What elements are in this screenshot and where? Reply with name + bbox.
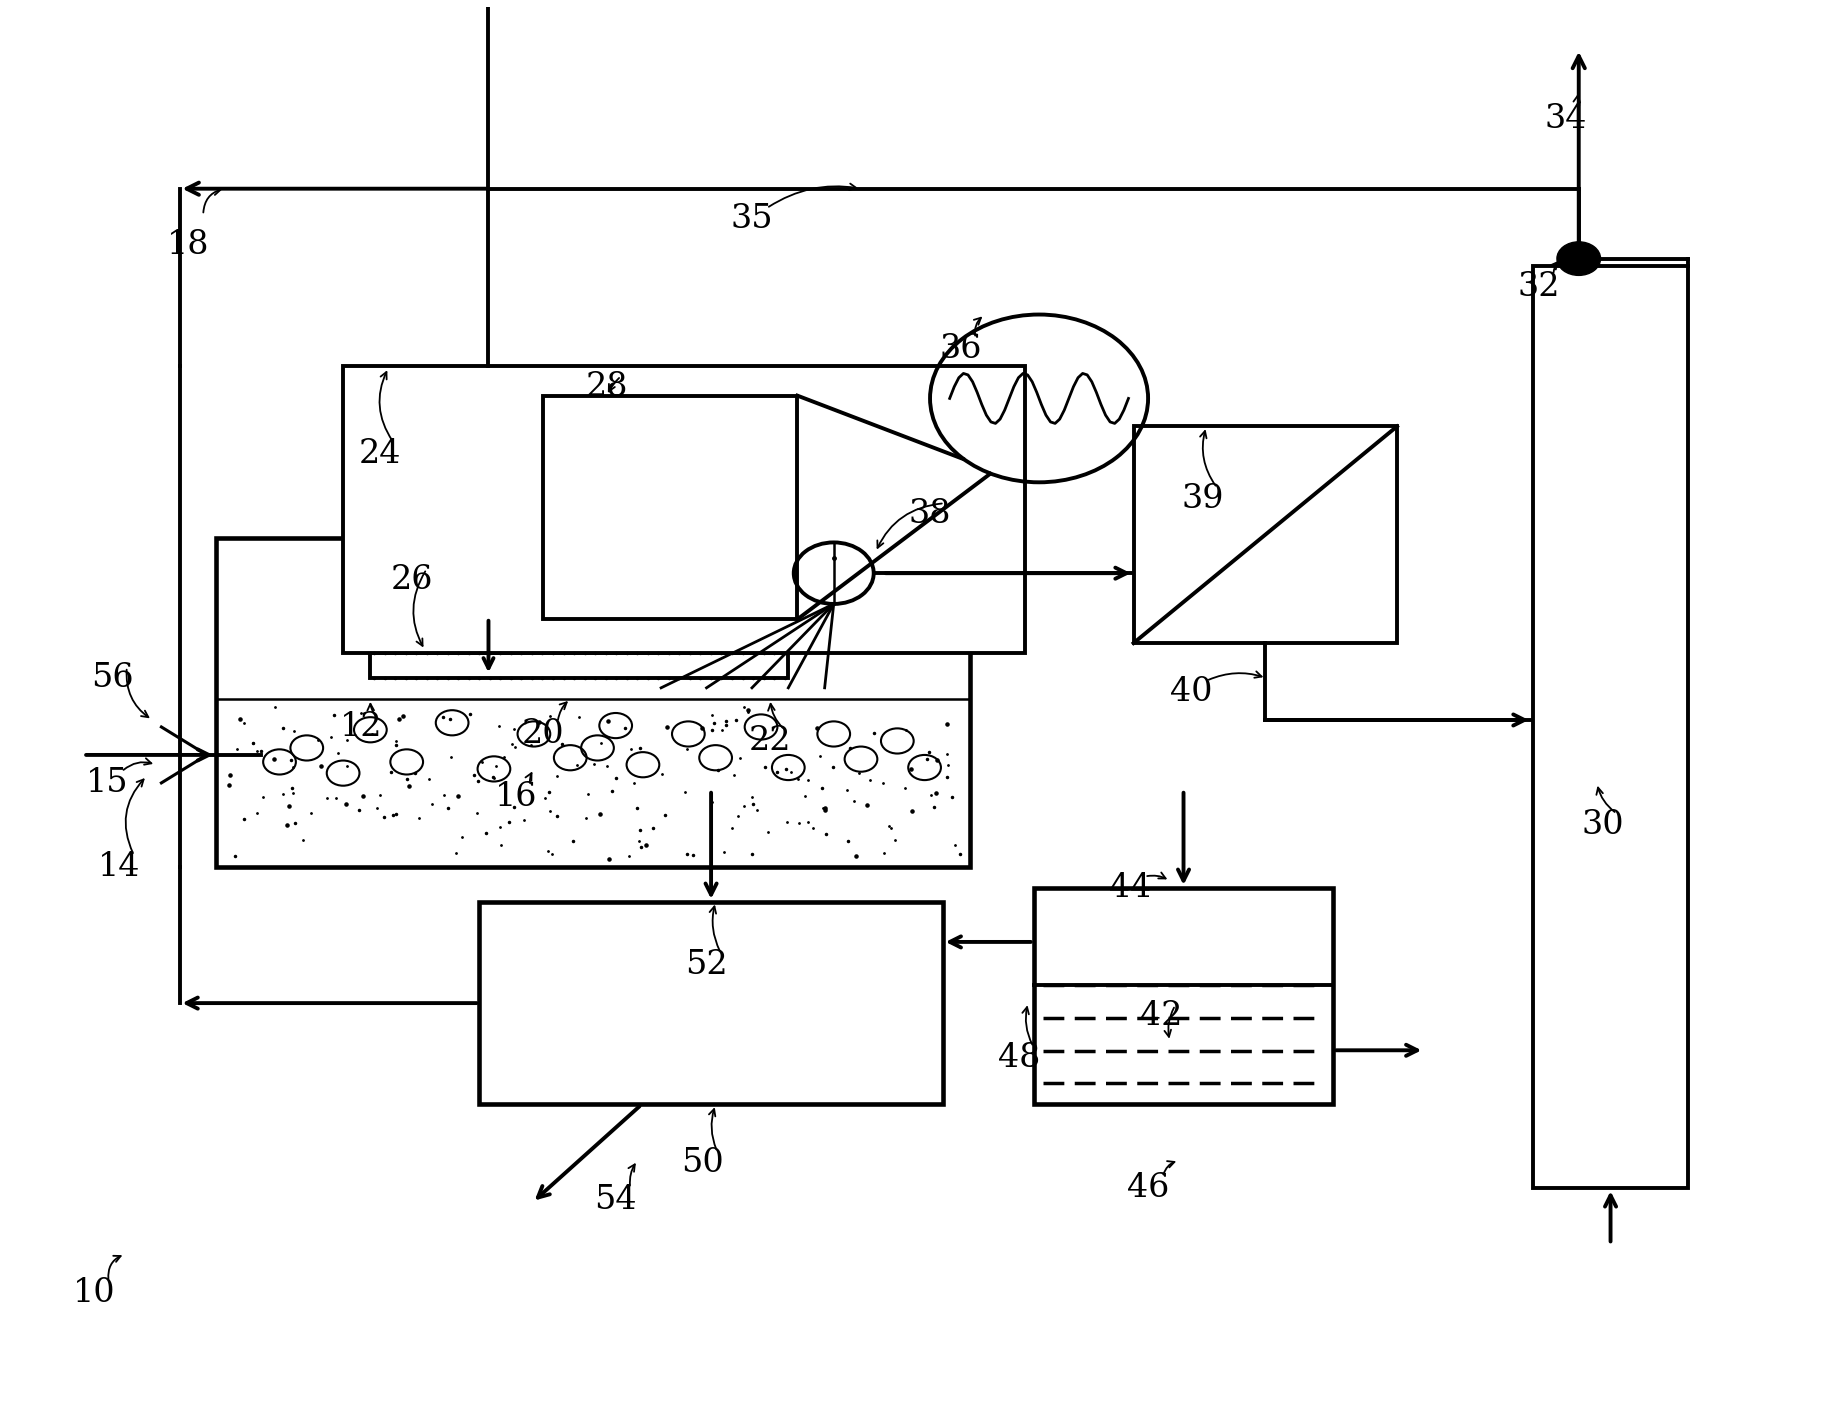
Text: 18: 18 xyxy=(167,229,210,261)
Text: 12: 12 xyxy=(340,712,382,743)
Bar xyxy=(1133,426,1396,642)
Bar xyxy=(479,902,942,1104)
Circle shape xyxy=(1556,241,1599,275)
Text: 56: 56 xyxy=(92,662,134,695)
Text: 50: 50 xyxy=(681,1147,725,1179)
Text: 46: 46 xyxy=(1125,1172,1169,1204)
Text: 38: 38 xyxy=(908,498,952,531)
Text: 28: 28 xyxy=(586,371,628,404)
Text: 52: 52 xyxy=(684,949,728,981)
Text: 24: 24 xyxy=(359,438,401,470)
Bar xyxy=(342,366,1025,652)
Text: 16: 16 xyxy=(494,781,536,813)
Text: 32: 32 xyxy=(1517,271,1559,302)
Text: 20: 20 xyxy=(522,717,564,750)
Text: 36: 36 xyxy=(939,333,981,366)
Text: 14: 14 xyxy=(99,851,141,882)
Bar xyxy=(370,652,789,678)
Text: 48: 48 xyxy=(997,1042,1039,1075)
Text: 35: 35 xyxy=(730,203,772,236)
Text: 10: 10 xyxy=(73,1278,115,1309)
Text: 34: 34 xyxy=(1545,103,1587,134)
Text: 42: 42 xyxy=(1138,1000,1182,1032)
Bar xyxy=(1034,888,1332,1104)
Text: 54: 54 xyxy=(595,1183,637,1216)
Text: 26: 26 xyxy=(390,565,434,596)
Text: 30: 30 xyxy=(1579,809,1623,840)
Text: 22: 22 xyxy=(748,724,791,757)
Text: 44: 44 xyxy=(1109,871,1151,904)
Text: 40: 40 xyxy=(1169,676,1211,707)
Bar xyxy=(544,395,796,620)
Bar xyxy=(1532,265,1687,1189)
Text: 15: 15 xyxy=(86,767,128,799)
Text: 39: 39 xyxy=(1180,483,1222,515)
Bar xyxy=(216,538,970,867)
